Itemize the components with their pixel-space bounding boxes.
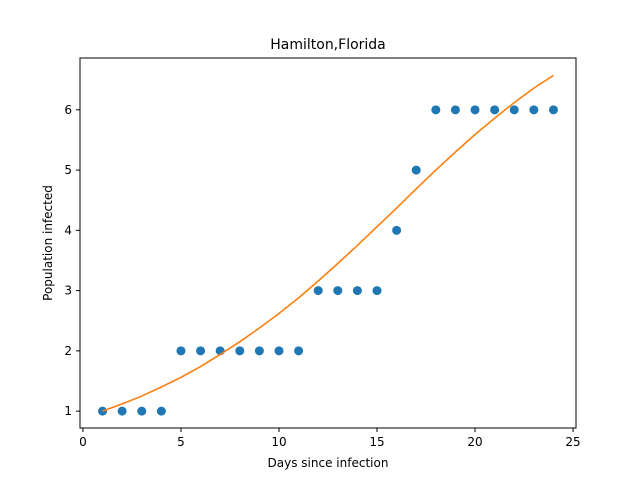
data-point	[372, 286, 382, 296]
data-point	[548, 105, 558, 115]
y-tick-label: 4	[64, 223, 72, 237]
data-point	[411, 165, 421, 175]
x-tick-label: 15	[369, 435, 384, 449]
data-point	[156, 406, 166, 416]
y-tick-label: 2	[64, 344, 72, 358]
x-tick-label: 10	[271, 435, 286, 449]
plot-frame	[79, 57, 577, 429]
x-axis: 0 5 10 15 20 25	[79, 428, 581, 449]
x-tick-label: 0	[79, 435, 87, 449]
data-point	[470, 105, 480, 115]
data-point	[509, 105, 519, 115]
data-point	[333, 286, 343, 296]
y-axis-label: Population infected	[41, 185, 55, 301]
data-point	[313, 286, 323, 296]
y-tick-label: 1	[64, 404, 72, 418]
data-point	[490, 105, 500, 115]
data-point	[294, 346, 304, 356]
chart-title: Hamilton,Florida	[270, 37, 386, 53]
data-point	[274, 346, 284, 356]
data-point	[235, 346, 245, 356]
data-point	[392, 225, 402, 235]
plot-area	[98, 74, 558, 416]
y-tick-label: 3	[64, 284, 72, 298]
y-tick-label: 5	[64, 163, 72, 177]
data-point	[117, 406, 127, 416]
fit-line	[102, 74, 554, 412]
x-tick-label: 25	[565, 435, 580, 449]
data-point	[529, 105, 539, 115]
data-point	[254, 346, 264, 356]
y-tick-label: 6	[64, 103, 72, 117]
data-point	[431, 105, 441, 115]
y-axis: 1 2 3 4 5 6	[64, 103, 80, 418]
data-point	[176, 346, 186, 356]
x-tick-label: 20	[467, 435, 482, 449]
x-axis-label: Days since infection	[268, 456, 389, 470]
data-point	[196, 346, 206, 356]
x-tick-label: 5	[177, 435, 185, 449]
data-point	[137, 406, 147, 416]
data-point	[352, 286, 362, 296]
data-point	[450, 105, 460, 115]
